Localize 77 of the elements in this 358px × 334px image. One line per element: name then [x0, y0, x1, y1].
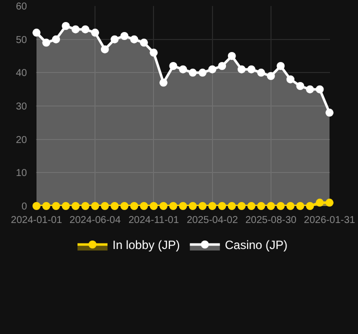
y-tick-label: 30	[16, 102, 28, 112]
point	[169, 62, 178, 70]
x-tick-label: 2025-04-02	[186, 215, 238, 226]
point	[159, 78, 168, 87]
point	[228, 202, 236, 210]
y-tick-label: 0	[21, 202, 28, 212]
point	[159, 202, 168, 210]
point	[81, 202, 90, 210]
point	[326, 198, 334, 207]
y-tick-label: 20	[16, 134, 28, 146]
point	[62, 202, 70, 210]
point	[316, 85, 324, 94]
point	[100, 45, 109, 54]
y-tick-label: 40	[16, 68, 28, 80]
point	[316, 198, 324, 207]
point	[296, 82, 304, 90]
point	[326, 108, 334, 117]
point	[286, 202, 294, 210]
point	[296, 202, 304, 210]
point	[140, 38, 148, 47]
point	[179, 202, 187, 210]
point	[120, 202, 128, 210]
point	[228, 52, 236, 60]
point	[169, 202, 178, 210]
point	[276, 202, 285, 210]
point	[286, 75, 294, 84]
point	[266, 72, 275, 80]
point	[91, 28, 100, 37]
point	[247, 65, 256, 74]
legend-label: In lobby (JP)	[112, 238, 180, 252]
point	[208, 65, 216, 74]
point	[306, 202, 314, 210]
point	[257, 202, 266, 210]
point	[276, 62, 285, 70]
point	[120, 32, 128, 40]
point	[188, 202, 197, 210]
point	[100, 202, 109, 210]
legend-label: Casino (JP)	[224, 238, 288, 252]
point	[218, 62, 226, 70]
x-tick-label: 2024-06-04	[70, 215, 122, 226]
point	[52, 35, 60, 44]
point	[238, 65, 246, 74]
point	[52, 202, 60, 210]
point	[150, 48, 158, 57]
point	[130, 35, 138, 44]
point	[208, 202, 216, 210]
point	[266, 202, 275, 210]
point	[247, 202, 256, 210]
point	[72, 202, 80, 210]
point	[62, 22, 70, 30]
point	[110, 35, 119, 44]
point	[81, 25, 90, 34]
point	[91, 202, 100, 210]
point	[218, 202, 226, 210]
point	[72, 25, 80, 34]
x-tick-label: 2024-01-01	[10, 215, 63, 226]
point	[130, 202, 138, 210]
point	[198, 68, 207, 77]
point	[306, 85, 314, 94]
point	[42, 202, 50, 210]
x-tick-label: 2026-01-31	[304, 215, 356, 226]
y-tick-label: 10	[16, 168, 28, 180]
point	[32, 202, 40, 210]
point	[238, 202, 246, 210]
point	[150, 202, 158, 210]
point	[179, 65, 187, 74]
point	[42, 38, 50, 47]
point	[198, 202, 207, 210]
x-tick-label: 2025-08-30	[245, 215, 297, 226]
x-tick-label: 2024-11-01	[128, 215, 180, 226]
y-tick-label: 50	[16, 34, 28, 46]
y-tick-label: 60	[16, 2, 28, 12]
point	[140, 202, 148, 210]
point	[188, 68, 197, 77]
point	[110, 202, 119, 210]
point	[32, 28, 40, 37]
point	[257, 68, 266, 77]
